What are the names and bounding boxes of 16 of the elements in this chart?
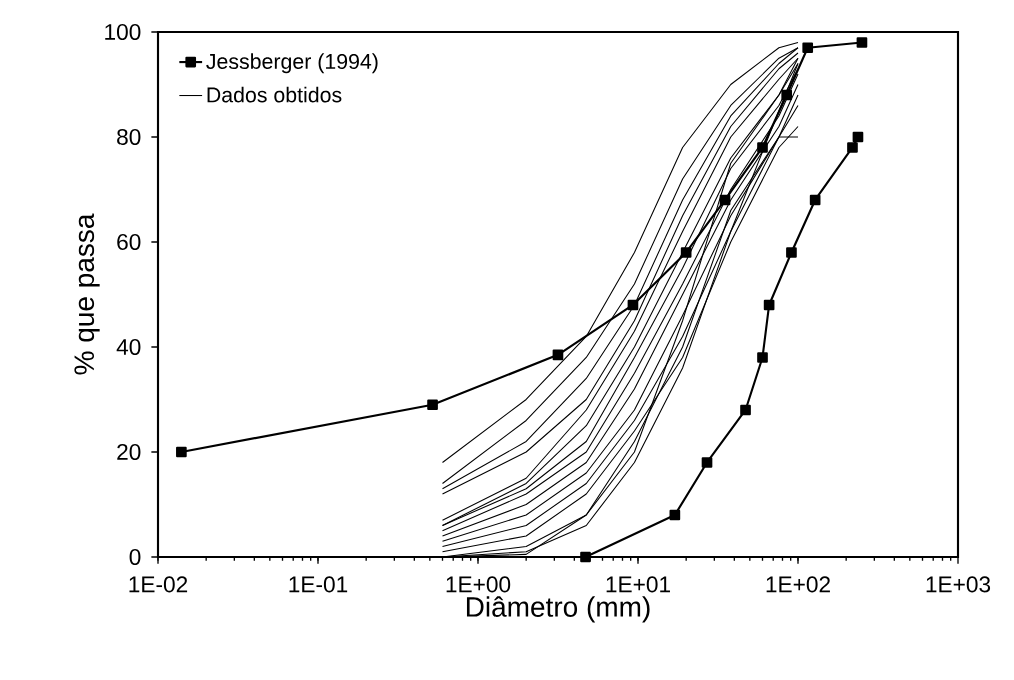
x-tick-label: 1E-02 <box>129 576 188 593</box>
x-tick-label: 1E+02 <box>766 576 830 593</box>
y-tick-label: 60 <box>117 233 141 251</box>
x-axis-title: Diâmetro (mm) <box>466 596 650 623</box>
y-tick-label: 40 <box>116 338 141 356</box>
y-tick-label: 20 <box>117 443 141 461</box>
y-tick-label: 80 <box>117 128 141 146</box>
x-tick-label: 1E+03 <box>926 576 991 593</box>
x-tick-label: 1E-01 <box>289 576 348 593</box>
y-tick-label: 0 <box>129 548 141 566</box>
y-axis-title: % que passa <box>74 213 100 375</box>
legend-label: Dados obtidos <box>207 86 342 103</box>
y-tick-label: 100 <box>105 23 141 41</box>
x-tick-label: 1E+00 <box>446 576 511 593</box>
x-tick-label: 1E+01 <box>606 576 670 593</box>
legend-label: Jessberger (1994) <box>206 53 378 74</box>
